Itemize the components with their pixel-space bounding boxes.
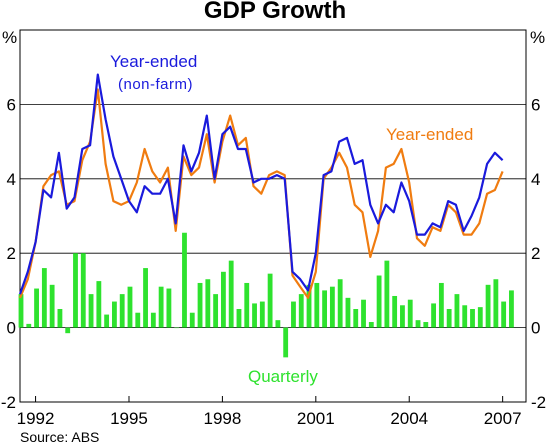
quarterly-bar: [438, 282, 444, 328]
x-tick-label: 2001: [297, 409, 335, 428]
year-ended-line: [18, 88, 504, 299]
gridlines: [20, 104, 526, 329]
plot-area: [18, 29, 527, 403]
quarterly-bar: [392, 295, 398, 328]
quarterly-bar: [415, 320, 421, 328]
y-tick-label-left: 6: [7, 95, 16, 114]
quarterly-bar: [345, 297, 351, 328]
quarterly-bar: [477, 307, 483, 328]
quarterly-bar: [26, 323, 32, 328]
quarterly-bar: [501, 301, 507, 328]
quarterly-bar: [119, 294, 125, 328]
quarterly-bar: [329, 286, 335, 328]
quarterly-bar: [34, 288, 39, 328]
quarterly-bar: [236, 309, 242, 328]
quarterly-bar: [158, 286, 164, 328]
quarterly-bar: [493, 279, 499, 328]
quarterly-bar: [80, 253, 86, 328]
y-tick-label-left: 0: [7, 319, 16, 338]
y-tick-label-right: 0: [531, 319, 540, 338]
x-tick-label: 1992: [17, 409, 55, 428]
quarterly-bar: [189, 312, 195, 328]
annotation-orange-year-ended: Year-ended: [386, 125, 473, 144]
annotation-blue-year-ended: Year-ended: [110, 52, 197, 71]
quarterly-bar: [454, 294, 460, 328]
quarterly-bar: [244, 282, 250, 328]
quarterly-bar: [150, 312, 156, 328]
quarterly-bar: [283, 327, 289, 358]
y-tick-label-right: -2: [531, 393, 546, 412]
quarterly-bar: [322, 290, 328, 328]
quarterly-bar: [376, 275, 382, 328]
y-tick-label-right: 6: [531, 95, 540, 114]
quarterly-bar: [252, 303, 257, 328]
x-tick-label: 1998: [203, 409, 241, 428]
y-axis-right: -2 0 2 4 6: [531, 95, 546, 412]
quarterly-bar: [228, 260, 234, 328]
quarterly-bar: [462, 305, 468, 328]
quarterly-bar: [135, 312, 141, 328]
y-tick-label-left: 4: [7, 170, 16, 189]
quarterly-bar: [41, 268, 47, 328]
quarterly-bar: [112, 301, 117, 328]
quarterly-bar: [259, 301, 265, 328]
quarterly-bar: [470, 309, 475, 328]
quarterly-bar: [431, 303, 436, 328]
quarterly-bar: [182, 232, 187, 328]
quarterly-bar: [127, 286, 133, 328]
year-ended-lines: [18, 73, 504, 299]
quarterly-bars: [18, 232, 514, 358]
quarterly-bar: [88, 294, 94, 328]
quarterly-bar: [384, 260, 390, 328]
quarterly-bar: [220, 271, 226, 328]
plot-frame: [19, 29, 527, 403]
quarterly-bar: [298, 294, 304, 328]
quarterly-bar: [104, 314, 110, 328]
quarterly-bar: [143, 268, 148, 328]
quarterly-bar: [267, 273, 273, 328]
quarterly-bar: [485, 284, 491, 328]
chart-title: GDP Growth: [204, 0, 346, 24]
left-unit-label: %: [2, 28, 17, 47]
quarterly-bar: [314, 282, 320, 328]
quarterly-bar: [73, 253, 78, 328]
quarterly-bar: [446, 309, 452, 328]
y-tick-label-left: 2: [7, 244, 16, 263]
quarterly-bar: [407, 299, 413, 328]
quarterly-bar: [57, 309, 63, 328]
y-axis-left: -2 0 2 4 6: [1, 95, 16, 412]
quarterly-bar: [174, 327, 180, 329]
quarterly-bar: [275, 320, 281, 328]
quarterly-bar: [18, 294, 24, 328]
quarterly-bar: [509, 290, 514, 328]
x-tick-label: 2004: [390, 409, 428, 428]
source-note: Source: ABS: [20, 429, 99, 445]
quarterly-bar: [96, 281, 102, 328]
quarterly-bar: [49, 284, 55, 328]
quarterly-bar: [423, 322, 429, 328]
quarterly-bar: [337, 279, 343, 328]
quarterly-bar: [197, 282, 203, 328]
quarterly-bar: [213, 294, 219, 328]
quarterly-bar: [166, 288, 172, 328]
quarterly-bar: [361, 299, 366, 328]
year-ended-nonfarm-line: [18, 73, 504, 295]
quarterly-bar: [205, 279, 211, 328]
right-unit-label: %: [530, 28, 545, 47]
y-tick-label-right: 4: [531, 170, 540, 189]
x-tick-label: 1995: [110, 409, 148, 428]
quarterly-bar: [368, 322, 374, 328]
quarterly-bar: [353, 309, 359, 328]
y-tick-label-left: -2: [1, 393, 16, 412]
x-axis: 1992 1995 1998 2001 2004 2007: [17, 396, 522, 428]
annotation-green-quarterly: Quarterly: [248, 367, 318, 386]
quarterly-bar: [291, 301, 296, 328]
quarterly-bar: [400, 305, 405, 328]
quarterly-bar: [65, 327, 71, 334]
x-tick-label: 2007: [484, 409, 522, 428]
annotation-blue-non-farm: (non-farm): [118, 76, 193, 93]
y-tick-label-right: 2: [531, 244, 540, 263]
quarterly-bar: [306, 284, 312, 328]
